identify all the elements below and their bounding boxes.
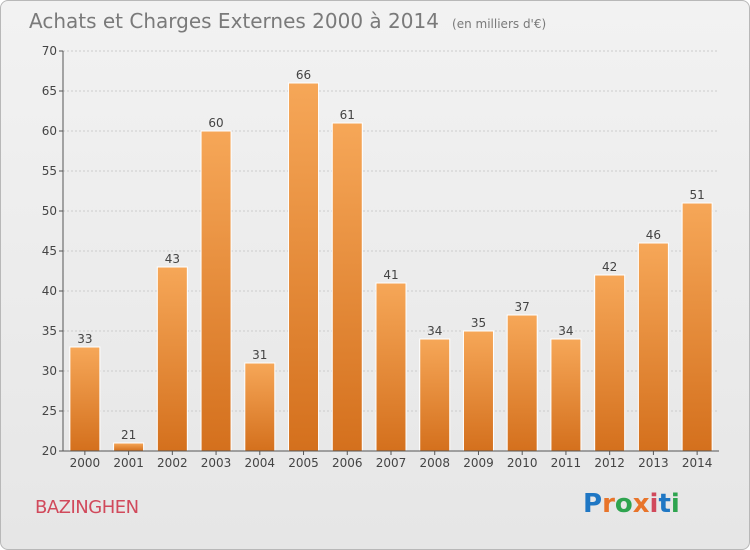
data-label: 41 xyxy=(383,268,398,282)
data-label: 46 xyxy=(646,228,661,242)
data-label: 51 xyxy=(689,188,704,202)
brand-logo-letter: i xyxy=(670,489,680,519)
x-tick-label: 2009 xyxy=(463,456,494,470)
y-tick-label: 55 xyxy=(42,164,57,178)
bar-2006 xyxy=(331,122,363,452)
x-tick-label: 2007 xyxy=(376,456,407,470)
bar-2013 xyxy=(637,242,669,452)
bar-2009 xyxy=(462,330,494,452)
x-tick-label: 2006 xyxy=(332,456,363,470)
bar-2005 xyxy=(288,82,320,452)
x-tick-label: 2000 xyxy=(70,456,101,470)
data-label: 61 xyxy=(340,108,355,122)
bar-2003 xyxy=(200,130,232,452)
y-tick-label: 20 xyxy=(42,444,57,458)
bar-2004 xyxy=(244,362,276,452)
data-label: 42 xyxy=(602,260,617,274)
x-tick-label: 2010 xyxy=(507,456,538,470)
brand-logo-letter: x xyxy=(632,489,650,519)
x-tick-label: 2008 xyxy=(419,456,450,470)
chart-subtitle: (en milliers d'€) xyxy=(452,17,547,31)
y-tick-label: 40 xyxy=(42,284,57,298)
y-tick-label: 70 xyxy=(42,44,57,58)
bar-2014 xyxy=(681,202,713,452)
x-tick-label: 2012 xyxy=(594,456,625,470)
brand-logo-letter: i xyxy=(649,489,659,519)
chart-title: Achats et Charges Externes 2000 à 2014 xyxy=(29,9,439,33)
bar-2011 xyxy=(550,338,582,452)
data-label: 31 xyxy=(252,348,267,362)
bar-2002 xyxy=(156,266,188,452)
x-tick-label: 2004 xyxy=(245,456,276,470)
y-tick-label: 30 xyxy=(42,364,57,378)
x-tick-label: 2001 xyxy=(113,456,144,470)
x-tick-label: 2014 xyxy=(682,456,713,470)
data-label: 37 xyxy=(515,300,530,314)
data-label: 34 xyxy=(558,324,573,338)
brand-logo-letter: r xyxy=(602,489,615,519)
y-tick-label: 35 xyxy=(42,324,57,338)
bar-2007 xyxy=(375,282,407,452)
data-label: 34 xyxy=(427,324,442,338)
y-tick-label: 45 xyxy=(42,244,57,258)
y-tick-label: 65 xyxy=(42,84,57,98)
brand-logo: Proxiti xyxy=(583,489,680,519)
data-label: 66 xyxy=(296,68,311,82)
brand-logo-letter: o xyxy=(614,489,633,519)
bar-2010 xyxy=(506,314,538,452)
y-tick-label: 25 xyxy=(42,404,57,418)
x-tick-label: 2013 xyxy=(638,456,669,470)
bar-2001 xyxy=(113,442,145,452)
data-label: 21 xyxy=(121,428,136,442)
x-tick-label: 2005 xyxy=(288,456,319,470)
y-tick-label: 50 xyxy=(42,204,57,218)
data-label: 43 xyxy=(165,252,180,266)
y-tick-label: 60 xyxy=(42,124,57,138)
data-label: 35 xyxy=(471,316,486,330)
bar-2000 xyxy=(69,346,101,452)
bar-2012 xyxy=(594,274,626,452)
data-label: 33 xyxy=(77,332,92,346)
bars-layer xyxy=(69,82,713,452)
x-tick-label: 2011 xyxy=(551,456,582,470)
axis-layer: 20 25 30 35 40 45 50 55 60 65 70 2000 2001 2002 2003 20… xyxy=(42,44,719,470)
brand-logo-letter: t xyxy=(658,489,671,519)
labels-layer: 33 21 43 60 31 66 61 41 34 35 37 34 42 46 51 xyxy=(77,68,705,442)
bar-2008 xyxy=(419,338,451,452)
x-tick-label: 2002 xyxy=(157,456,188,470)
title-row: Achats et Charges Externes 2000 à 2014 (… xyxy=(29,9,546,33)
brand-logo-letter: P xyxy=(583,489,603,519)
x-tick-label: 2003 xyxy=(201,456,232,470)
data-label: 60 xyxy=(208,116,223,130)
commune-name: BAZINGHEN xyxy=(35,497,139,518)
